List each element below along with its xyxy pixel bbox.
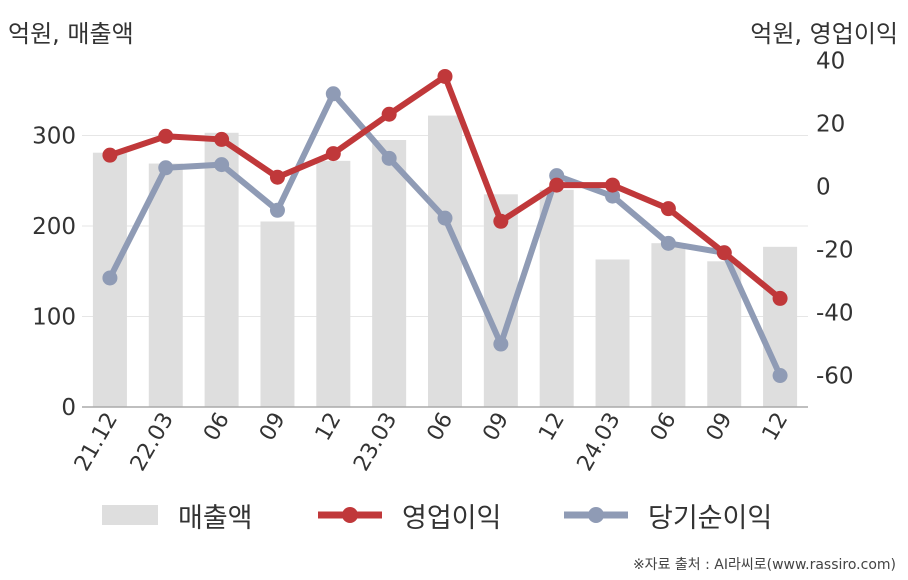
combo-chart: 0 100 200 300 -60 -40 -20 0 20 40 21.12 22.03 06 09 12…	[32, 49, 854, 476]
revenue-bar	[651, 243, 686, 407]
revenue-bar	[316, 160, 351, 407]
left-tick-label: 300	[32, 124, 76, 150]
net-income-point	[214, 157, 230, 173]
right-tick-label: -60	[816, 364, 854, 390]
legend-item-op-income: 영업이익	[318, 490, 501, 540]
x-tick-label: 12	[534, 409, 570, 446]
left-tick-label: 200	[32, 214, 76, 240]
revenue-bar	[539, 189, 574, 407]
revenue-bar	[204, 132, 239, 407]
right-tick-label: 40	[816, 49, 845, 75]
legend-swatch-net-income	[564, 507, 628, 523]
op-income-point	[325, 146, 341, 162]
x-tick-label: 12	[311, 409, 347, 446]
x-tick-label: 06	[646, 409, 682, 446]
net-income-point	[269, 202, 285, 218]
right-axis-unit: 억원, 영업이익	[750, 20, 898, 48]
op-income-point	[772, 290, 788, 306]
net-income-point	[772, 368, 788, 384]
revenue-bars	[92, 115, 798, 407]
op-income-point	[437, 68, 453, 84]
legend-label-op-income: 영업이익	[402, 502, 502, 534]
x-tick-label: 12	[758, 409, 794, 446]
right-tick-label: 0	[816, 175, 831, 201]
left-tick-label: 0	[61, 395, 76, 421]
legend-label-net-income: 당기순이익	[648, 502, 773, 534]
revenue-bar	[148, 163, 183, 407]
x-tick-label: 21.12	[70, 409, 123, 476]
net-income-point	[605, 188, 621, 204]
net-income-point	[381, 150, 397, 166]
op-income-point	[716, 245, 732, 261]
op-income-point	[549, 177, 565, 193]
line-series	[102, 68, 788, 384]
net-income-point	[493, 336, 509, 352]
revenue-bar	[707, 261, 742, 407]
legend-swatch-revenue	[102, 505, 158, 525]
left-tick-label: 100	[32, 305, 76, 331]
legend-item-revenue: 매출액	[102, 490, 253, 540]
net-income-point	[325, 86, 341, 102]
revenue-bar	[260, 221, 295, 407]
net-income-point	[437, 210, 453, 226]
net-income-point	[660, 235, 676, 251]
op-income-point	[102, 147, 118, 163]
op-income-point	[214, 131, 230, 147]
op-income-point	[269, 169, 285, 185]
x-tick-label: 09	[702, 409, 738, 446]
x-tick-label: 22.03	[126, 409, 179, 476]
x-tick-label: 09	[478, 409, 514, 446]
x-tick-label: 06	[423, 409, 459, 446]
x-tick-label: 23.03	[349, 409, 402, 476]
x-tick-label: 06	[199, 409, 235, 446]
x-tick-label: 09	[255, 409, 291, 446]
net-income-point	[102, 270, 118, 286]
legend: 매출액 영업이익 당기순이익	[0, 490, 908, 540]
source-note: ※자료 출처 : AI라씨로(www.rassiro.com)	[632, 557, 896, 573]
left-axis-unit: 억원, 매출액	[8, 20, 134, 48]
revenue-bar	[372, 140, 407, 407]
op-income-point	[381, 106, 397, 122]
right-tick-label: 20	[816, 112, 845, 138]
revenue-bar	[595, 259, 630, 407]
legend-label-revenue: 매출액	[178, 502, 253, 534]
op-income-point	[493, 213, 509, 229]
revenue-bar	[428, 115, 462, 407]
net-income-point	[158, 160, 174, 176]
op-income-point	[605, 177, 621, 193]
legend-item-net-income: 당기순이익	[564, 490, 772, 540]
op-income-point	[158, 128, 174, 144]
right-tick-label: -20	[816, 238, 854, 264]
right-tick-label: -40	[816, 301, 854, 327]
legend-swatch-op-income	[318, 507, 382, 523]
x-tick-label: 24.03	[573, 409, 626, 476]
op-income-point	[660, 201, 676, 217]
